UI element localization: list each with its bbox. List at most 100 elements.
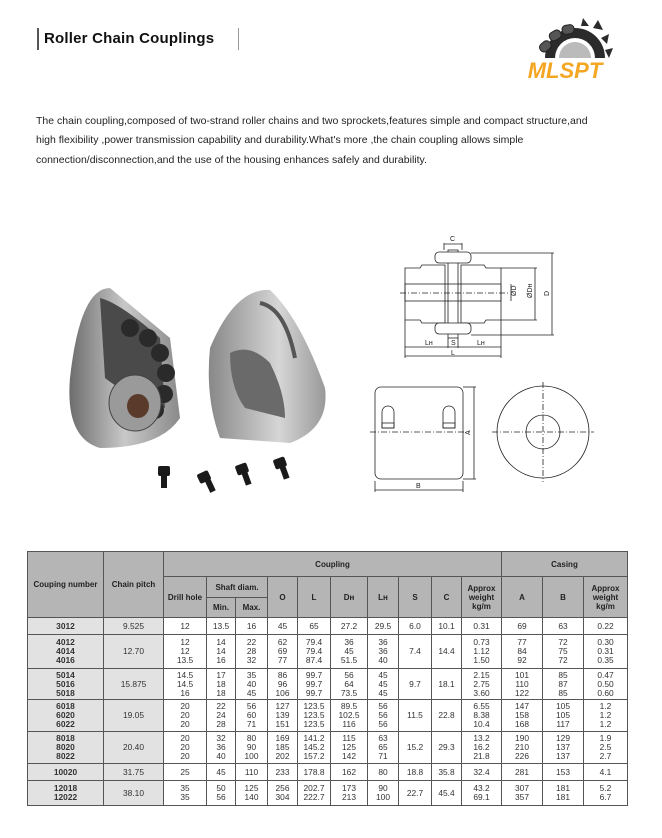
cell-min: 50 56 xyxy=(206,780,236,806)
cell-drill: 20 20 20 xyxy=(163,699,207,732)
cell-pitch: 31.75 xyxy=(103,763,164,781)
cell-weight: 32.4 xyxy=(461,763,502,781)
cell-dh: 162 xyxy=(330,763,368,781)
cell-casing-weight: 0.47 0.50 0.60 xyxy=(583,668,628,700)
header-drill-hole: Drill hole xyxy=(163,576,207,618)
cell-dh: 115 125 142 xyxy=(330,731,368,764)
cell-drill: 20 20 20 xyxy=(163,731,207,764)
cell-c: 10.1 xyxy=(431,617,462,635)
cell-lh: 63 65 71 xyxy=(367,731,399,764)
cell-pitch: 20.40 xyxy=(103,731,164,764)
label-d: ØD xyxy=(511,286,518,297)
header-a: A xyxy=(501,576,543,618)
label-l: L xyxy=(451,350,455,357)
header-casing-weight: Approx weight kg/m xyxy=(583,576,628,618)
cell-b: 129 137 137 xyxy=(542,731,584,764)
cell-min: 32 36 40 xyxy=(206,731,236,764)
cell-b: 72 75 72 xyxy=(542,634,584,669)
cell-a: 281 xyxy=(501,763,543,781)
cell-drill: 35 35 xyxy=(163,780,207,806)
casing-half-left xyxy=(69,288,180,448)
cell-number: 8018 8020 8022 xyxy=(27,731,104,764)
cell-s: 18.8 xyxy=(398,763,432,781)
casing-end-view xyxy=(492,382,594,482)
cell-weight: 0.73 1.12 1.50 xyxy=(461,634,502,669)
cell-c: 45.4 xyxy=(431,780,462,806)
cell-a: 69 xyxy=(501,617,543,635)
cell-weight: 0.31 xyxy=(461,617,502,635)
header-max: Max. xyxy=(235,597,268,618)
label-lh-right: Lн xyxy=(477,340,485,347)
label-D: D xyxy=(544,291,551,296)
page-title: Roller Chain Couplings xyxy=(44,30,215,47)
cell-c: 22.8 xyxy=(431,699,462,732)
cell-pitch: 9.525 xyxy=(103,617,164,635)
cell-max: 80 90 100 xyxy=(235,731,268,764)
cell-l: 123.5 123.5 123.5 xyxy=(297,699,331,732)
cell-weight: 13.2 16.2 21.8 xyxy=(461,731,502,764)
table-row-group: 5014 5016 5018 15.875 14.5 14.5 16 17 18 18… xyxy=(27,668,628,700)
cell-o: 62 69 77 xyxy=(267,634,298,669)
header-o: O xyxy=(267,576,298,618)
cell-pitch: 15.875 xyxy=(103,668,164,700)
header-c: C xyxy=(431,576,462,618)
title-divider-right xyxy=(238,28,239,50)
cell-min: 22 24 28 xyxy=(206,699,236,732)
casing-half-right xyxy=(208,289,326,443)
cell-l: 202.7 222.7 xyxy=(297,780,331,806)
header-b: B xyxy=(542,576,584,618)
cell-o: 233 xyxy=(267,763,298,781)
header-chain-pitch: Chain pitch xyxy=(103,551,164,618)
cell-pitch: 12.70 xyxy=(103,634,164,669)
cell-drill: 12 12 13.5 xyxy=(163,634,207,669)
logo-text: MLSPT xyxy=(528,58,604,82)
header-approx-weight: Approx weight kg/m xyxy=(461,576,502,618)
cell-a: 190 210 226 xyxy=(501,731,543,764)
cell-max: 35 40 45 xyxy=(235,668,268,700)
label-dh: ØDн xyxy=(527,284,534,299)
cell-drill: 12 xyxy=(163,617,207,635)
casing-front-view xyxy=(370,386,476,492)
table-row-group: 4012 4014 4016 12.70 12 12 13.5 14 14 16 22 … xyxy=(27,634,628,669)
cell-l: 178.8 xyxy=(297,763,331,781)
cell-b: 153 xyxy=(542,763,584,781)
cell-casing-weight: 1.2 1.2 1.2 xyxy=(583,699,628,732)
cell-lh: 29.5 xyxy=(367,617,399,635)
cell-o: 256 304 xyxy=(267,780,298,806)
cell-b: 181 181 xyxy=(542,780,584,806)
cell-o: 169 185 202 xyxy=(267,731,298,764)
bolt-icon xyxy=(197,470,216,493)
cell-drill: 25 xyxy=(163,763,207,781)
cell-max: 110 xyxy=(235,763,268,781)
cell-min: 13.5 xyxy=(206,617,236,635)
cell-a: 101 110 122 xyxy=(501,668,543,700)
cell-l: 79.4 79.4 87.4 xyxy=(297,634,331,669)
cell-l: 141.2 145.2 157.2 xyxy=(297,731,331,764)
header-coupling: Coupling xyxy=(163,551,502,577)
cell-s: 11.5 xyxy=(398,699,432,732)
cell-s: 7.4 xyxy=(398,634,432,669)
table-row-group: 10020 31.75 25 45 110 233 178.8 162 80 18.8 35.8 32… xyxy=(27,763,628,781)
cell-number: 4012 4014 4016 xyxy=(27,634,104,669)
cell-l: 99.7 99.7 99.7 xyxy=(297,668,331,700)
bolt-icon xyxy=(235,462,252,486)
cell-b: 105 105 117 xyxy=(542,699,584,732)
label-a: A xyxy=(465,430,472,435)
sprocket-icon xyxy=(538,18,613,58)
cell-c: 35.8 xyxy=(431,763,462,781)
cell-casing-weight: 4.1 xyxy=(583,763,628,781)
cell-max: 125 140 xyxy=(235,780,268,806)
label-c: C xyxy=(450,236,455,243)
cell-number: 3012 xyxy=(27,617,104,635)
cell-casing-weight: 1.9 2.5 2.7 xyxy=(583,731,628,764)
cell-drill: 14.5 14.5 16 xyxy=(163,668,207,700)
cell-s: 9.7 xyxy=(398,668,432,700)
cell-min: 17 18 18 xyxy=(206,668,236,700)
cell-number: 6018 6020 6022 xyxy=(27,699,104,732)
cell-lh: 80 xyxy=(367,763,399,781)
header-s: S xyxy=(398,576,432,618)
side-view xyxy=(400,243,554,358)
cell-c: 18.1 xyxy=(431,668,462,700)
header-l: L xyxy=(297,576,331,618)
table-row-group: 8018 8020 8022 20.40 20 20 20 32 36 40 80 90… xyxy=(27,731,628,764)
